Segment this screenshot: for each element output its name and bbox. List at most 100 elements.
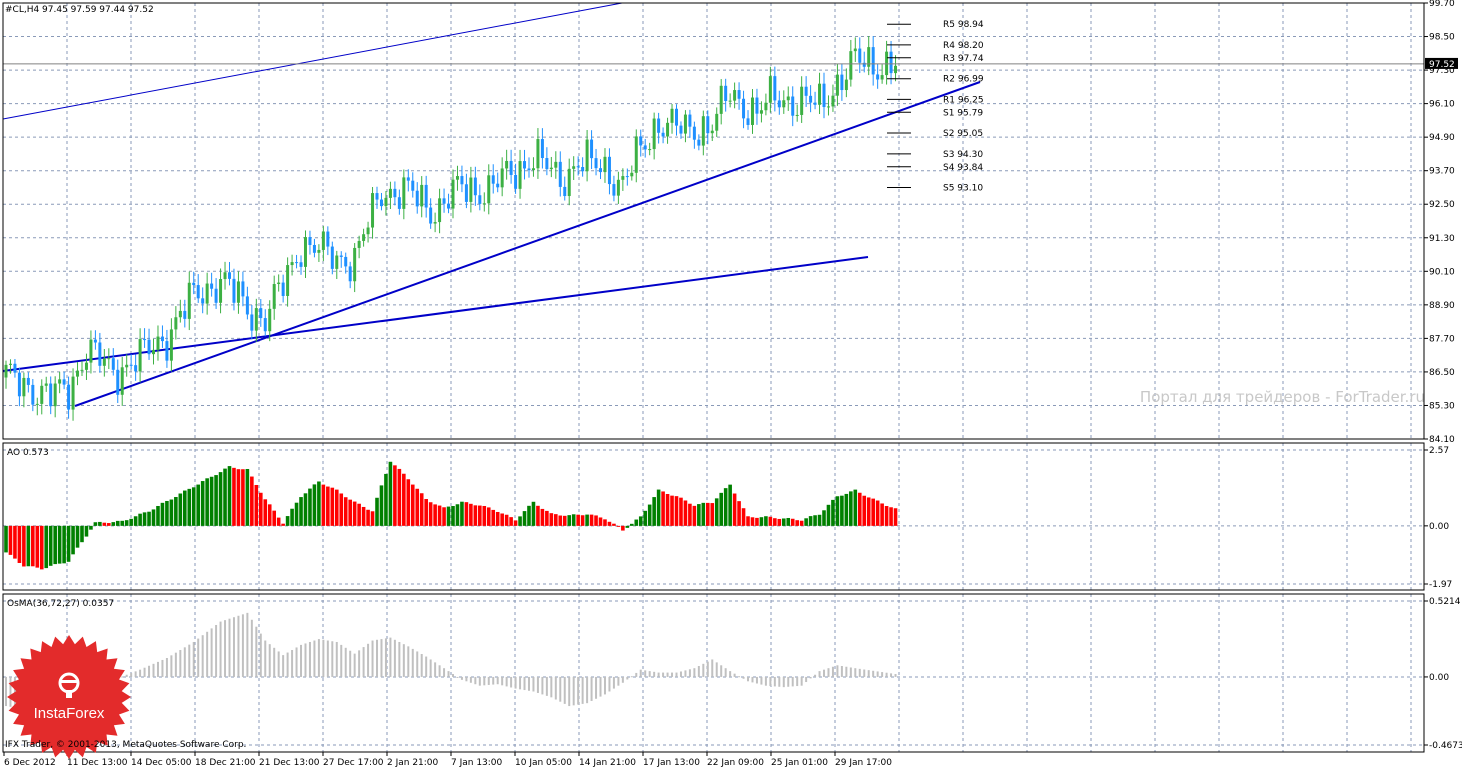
osma-bar [344, 647, 347, 677]
osma-bar [483, 676, 486, 686]
osma-bar [322, 639, 325, 677]
ao-bar [98, 521, 102, 526]
ao-bar [777, 518, 782, 526]
ao-bar [107, 523, 111, 526]
osma-bar [291, 649, 294, 677]
candle-body [603, 156, 607, 173]
candle-body [545, 158, 549, 170]
pivot-label: S2 95.05 [943, 129, 983, 139]
ao-bar [317, 481, 321, 526]
candle-body [134, 365, 138, 372]
osma-bar [787, 676, 790, 687]
y-tick-label: 98.50 [1429, 33, 1455, 43]
osma-bar [277, 651, 280, 677]
ao-bar [361, 506, 366, 526]
ao-bar [124, 520, 129, 526]
osma-bar [890, 673, 893, 677]
candle-body [599, 168, 603, 173]
osma-bar [720, 665, 723, 677]
osma-bar [608, 676, 611, 692]
current-price-badge: 97.52 [1425, 57, 1458, 70]
candle-body [822, 83, 826, 108]
y-tick-label: 85.30 [1429, 401, 1455, 411]
osma-bar [317, 639, 320, 677]
osma-bar [434, 662, 437, 677]
lower-trendline [2, 256, 869, 372]
candle-body [858, 48, 862, 63]
osma-bar [447, 671, 450, 677]
osma-bar [443, 668, 446, 677]
x-tick-label: 10 Jan 05:00 [515, 758, 572, 768]
candle-body [344, 256, 348, 267]
osma-bar [773, 676, 776, 687]
osma-bar [621, 676, 624, 683]
y-tick-label: 87.70 [1429, 334, 1455, 344]
ao-bar [236, 469, 241, 526]
candle-body [464, 184, 468, 202]
candle-body [281, 282, 285, 296]
candle-body [147, 339, 151, 355]
osma-bar [867, 670, 870, 677]
osma-bar [156, 661, 159, 677]
ao-bar [549, 513, 554, 526]
ao-bar [451, 506, 455, 526]
candle-body [759, 110, 763, 114]
ao-bar [817, 514, 822, 526]
osma-bar [617, 676, 620, 686]
candle-body [120, 367, 124, 395]
osma-bar [769, 676, 772, 687]
candle-body [692, 126, 696, 140]
ao-bar [227, 466, 232, 526]
osma-bar [782, 676, 785, 688]
ao-panel-frame [2, 442, 1425, 591]
osma-bar [747, 676, 750, 682]
ao-bar [531, 501, 536, 526]
ao-bar [522, 511, 527, 526]
ao-bar [294, 502, 299, 526]
price-axis: 99.70 98.50 97.30 96.10 94.90 93.70 92.50 91.30… [1424, 0, 1455, 445]
ao-bar [674, 496, 679, 526]
osma-bar [478, 676, 481, 686]
candle-body [451, 179, 455, 209]
candle-body [831, 95, 835, 107]
ao-bar [589, 514, 594, 526]
osma-bar [586, 676, 589, 704]
osma-bar [572, 676, 575, 706]
ao-bar [138, 513, 142, 526]
ao-bar [482, 505, 487, 526]
ao-bar [594, 515, 598, 526]
ao-bar [35, 525, 40, 568]
osma-bar [380, 639, 383, 677]
ao-bar [31, 525, 35, 567]
ao-bar [598, 517, 603, 526]
osma-bar [818, 671, 821, 677]
pivot-label: S5 93.10 [943, 183, 983, 193]
candle-body [326, 231, 330, 247]
ao-bar [643, 510, 648, 526]
ao-bar [486, 507, 491, 526]
osma-bar [711, 659, 714, 677]
osma-bar [501, 676, 504, 686]
osma-bar [688, 669, 691, 677]
osma-bar [648, 671, 651, 677]
osma-bar [5, 676, 7, 707]
ao-bar [62, 525, 66, 564]
candle-body [625, 176, 629, 178]
ao-bar [862, 495, 867, 526]
osma-bar [295, 647, 298, 677]
ao-bar [165, 500, 169, 526]
candle-body [782, 100, 786, 108]
ao-bar [142, 512, 147, 526]
ao-bar [348, 499, 352, 526]
ao-bar [397, 468, 402, 526]
ao-bar [697, 504, 701, 526]
ao-bar [4, 525, 8, 553]
osma-bar [197, 638, 200, 677]
ao-bar [630, 523, 634, 526]
candle-body [853, 48, 857, 52]
candle-body [518, 161, 522, 189]
candle-body [710, 130, 714, 134]
candle-body [411, 180, 415, 191]
y-tick-label: 0.5214 [1429, 597, 1461, 607]
candle-body [312, 244, 316, 253]
